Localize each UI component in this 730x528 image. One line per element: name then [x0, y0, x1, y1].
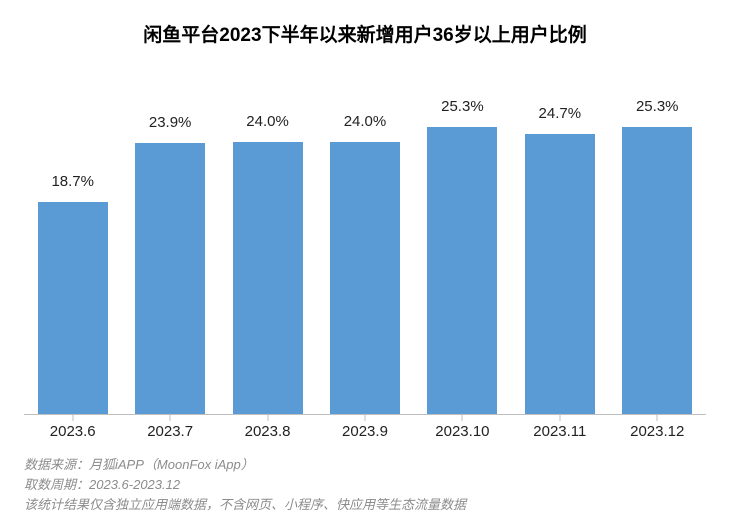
x-tick: 2023.6: [24, 415, 121, 441]
x-tick: 2023.7: [121, 415, 218, 441]
x-tick-label: 2023.7: [147, 415, 193, 440]
bar-value-label: 25.3%: [609, 98, 706, 115]
x-tick: 2023.10: [414, 415, 511, 441]
x-tick-label: 2023.12: [630, 415, 684, 440]
bar-slot: 23.9%: [121, 75, 218, 414]
x-axis: 2023.6 2023.7 2023.8 2023.9 2023.10 2023.11 20…: [24, 415, 706, 441]
footer-line: 该统计结果仅含独立应用端数据，不含网页、小程序、快应用等生态流量数据: [24, 495, 706, 515]
bar: [233, 142, 303, 414]
bar-slot: 24.7%: [511, 75, 608, 414]
x-tick: 2023.9: [316, 415, 413, 441]
bar: [135, 143, 205, 414]
footer-line: 数据来源：月狐iAPP（MoonFox iApp）: [24, 455, 706, 475]
bar: [427, 127, 497, 414]
x-tick: 2023.12: [609, 415, 706, 441]
x-tick: 2023.8: [219, 415, 316, 441]
chart-container: 闲鱼平台2023下半年以来新增用户36岁以上用户比例 18.7%23.9%24.…: [0, 0, 730, 528]
bar-value-label: 24.7%: [511, 105, 608, 122]
chart-title: 闲鱼平台2023下半年以来新增用户36岁以上用户比例: [24, 20, 706, 47]
plot-inner: 18.7%23.9%24.0%24.0%25.3%24.7%25.3%: [24, 75, 706, 415]
x-tick-label: 2023.6: [50, 415, 96, 440]
x-tick-label: 2023.11: [533, 415, 586, 440]
bar: [622, 127, 692, 414]
bar-value-label: 23.9%: [121, 114, 218, 131]
bar: [38, 202, 108, 414]
x-tick: 2023.11: [511, 415, 608, 441]
x-tick-label: 2023.8: [245, 415, 291, 440]
bar-value-label: 24.0%: [219, 113, 316, 130]
bar-value-label: 18.7%: [24, 173, 121, 190]
bar-slot: 18.7%: [24, 75, 121, 414]
x-tick-label: 2023.9: [342, 415, 388, 440]
bar: [525, 134, 595, 414]
bar: [330, 142, 400, 414]
bar-value-label: 25.3%: [414, 98, 511, 115]
bar-value-label: 24.0%: [316, 113, 413, 130]
bar-slot: 24.0%: [316, 75, 413, 414]
bar-slot: 25.3%: [609, 75, 706, 414]
chart-footer: 数据来源：月狐iAPP（MoonFox iApp）取数周期：2023.6-202…: [24, 455, 706, 515]
bar-slot: 24.0%: [219, 75, 316, 414]
bars-group: 18.7%23.9%24.0%24.0%25.3%24.7%25.3%: [24, 75, 706, 414]
bar-slot: 25.3%: [414, 75, 511, 414]
x-tick-label: 2023.10: [435, 415, 489, 440]
plot-area: 18.7%23.9%24.0%24.0%25.3%24.7%25.3% 2023…: [24, 75, 706, 441]
footer-line: 取数周期：2023.6-2023.12: [24, 475, 706, 495]
